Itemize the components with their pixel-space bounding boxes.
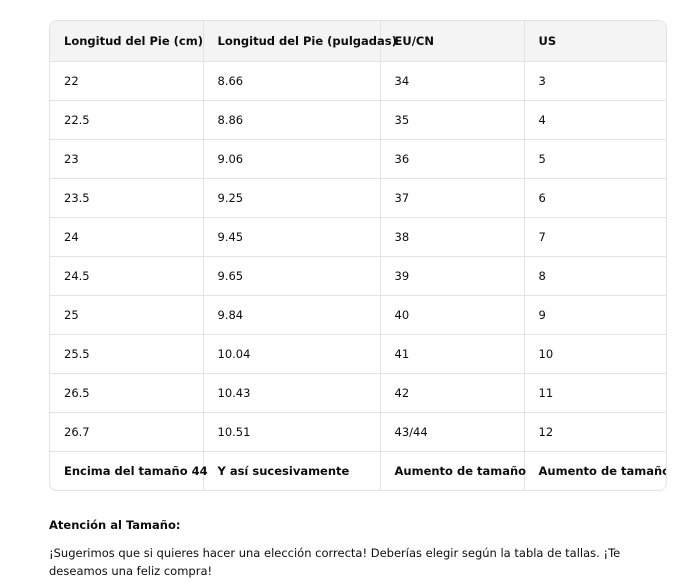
table-cell: 24.5 [50,256,204,296]
table-cell: 23.5 [50,178,204,218]
size-table: Longitud del Pie (cm) Longitud del Pie (p… [50,21,667,490]
table-cell: 23 [50,139,204,179]
table-row: 24.5 9.65 39 8 [50,256,666,296]
table-row: 24 9.45 38 7 [50,217,666,257]
table-row: 23.5 9.25 37 6 [50,178,666,218]
table-cell: 8.66 [203,61,381,101]
table-cell: 9 [524,295,666,335]
table-cell: 34 [380,61,525,101]
table-row: 26.7 10.51 43/44 12 [50,412,666,452]
table-cell: 9.65 [203,256,381,296]
table-cell: 25 [50,295,204,335]
table-cell: Encima del tamaño 44 [50,451,208,490]
table-cell: 37 [380,178,525,218]
table-cell: 25.5 [50,334,204,374]
header-cell: US [524,21,666,62]
table-cell: 38 [380,217,525,257]
table-cell: 42 [380,373,525,413]
table-cell: 35 [380,100,525,140]
table-row: 23 9.06 36 5 [50,139,666,179]
table-row: 25.5 10.04 41 10 [50,334,666,374]
table-cell: 8.86 [203,100,381,140]
table-row: Encima del tamaño 44 Y así sucesivamente A… [50,451,667,490]
header-cell: EU/CN [380,21,525,62]
table-cell: 26.7 [50,412,204,452]
table-cell: 12 [524,412,666,452]
table-cell: 41 [380,334,525,374]
table-row: 22 8.66 34 3 [50,61,666,101]
table-cell: Aumento de tamaño [380,451,526,490]
table-cell: 5 [524,139,666,179]
size-table-frame: Longitud del Pie (cm) Longitud del Pie (p… [49,20,667,491]
table-cell: 24 [50,217,204,257]
table-cell: 22.5 [50,100,204,140]
table-cell: 26.5 [50,373,204,413]
header-cell: Longitud del Pie (pulgadas) [203,21,397,62]
note-text: ¡Sugerimos que si quieres hacer una elec… [49,546,621,578]
note-heading: Atención al Tamaño: [49,518,181,532]
table-cell: 7 [524,217,666,257]
header-row: Longitud del Pie (cm) Longitud del Pie (p… [50,21,666,62]
table-row: 25 9.84 40 9 [50,295,666,335]
table-cell: 40 [380,295,525,335]
header-cell: Longitud del Pie (cm) [50,21,204,62]
table-row: 22.5 8.86 35 4 [50,100,666,140]
table-cell: 10.04 [203,334,381,374]
table-row: 26.5 10.43 42 11 [50,373,666,413]
table-cell: 9.84 [203,295,381,335]
table-cell: 43/44 [380,412,525,452]
table-cell: 8 [524,256,666,296]
table-body: 22 8.66 34 3 22.5 8.86 35 4 23 9.06 36 5 23.5 9.25 37 6… [50,61,667,490]
table-cell: 9.45 [203,217,381,257]
table-cell: 6 [524,178,666,218]
table-cell: 4 [524,100,666,140]
table-cell: 11 [524,373,666,413]
table-cell: 9.06 [203,139,381,179]
table-cell: Y así sucesivamente [203,451,381,490]
table-cell: 36 [380,139,525,179]
table-cell: 39 [380,256,525,296]
table-cell: 10 [524,334,666,374]
table-cell: 22 [50,61,204,101]
table-cell: 10.51 [203,412,381,452]
table-cell: 9.25 [203,178,381,218]
table-cell: 3 [524,61,666,101]
table-cell: Aumento de tamaño [538,463,667,478]
table-cell: 10.43 [203,373,381,413]
